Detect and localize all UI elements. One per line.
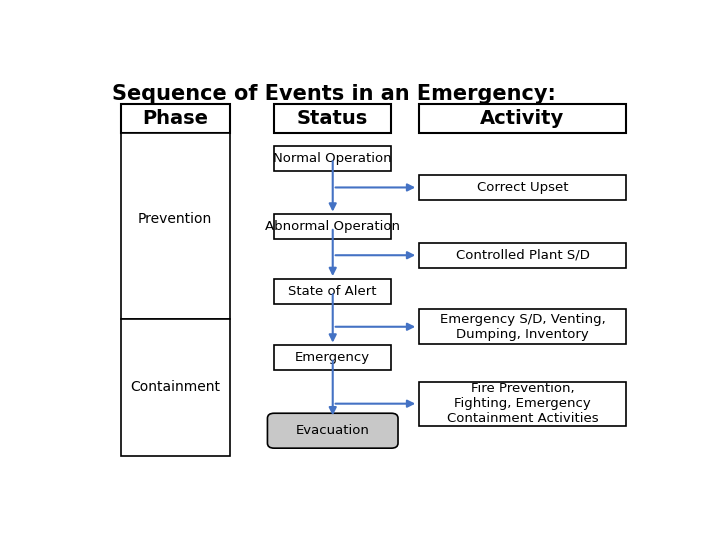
Text: Fire Prevention,
Fighting, Emergency
Containment Activities: Fire Prevention, Fighting, Emergency Con… — [446, 382, 598, 425]
Text: State of Alert: State of Alert — [289, 285, 377, 298]
FancyBboxPatch shape — [267, 413, 398, 448]
Text: Status: Status — [297, 110, 369, 129]
Text: Sequence of Events in an Emergency:: Sequence of Events in an Emergency: — [112, 84, 556, 104]
Text: Controlled Plant S/D: Controlled Plant S/D — [456, 249, 590, 262]
FancyBboxPatch shape — [419, 243, 626, 268]
FancyBboxPatch shape — [419, 175, 626, 200]
FancyBboxPatch shape — [419, 309, 626, 345]
Text: Emergency S/D, Venting,
Dumping, Inventory: Emergency S/D, Venting, Dumping, Invento… — [440, 313, 606, 341]
Text: Phase: Phase — [142, 110, 208, 129]
Text: Abnormal Operation: Abnormal Operation — [265, 220, 400, 233]
FancyBboxPatch shape — [274, 146, 392, 171]
FancyBboxPatch shape — [419, 382, 626, 426]
Text: Evacuation: Evacuation — [296, 424, 369, 437]
FancyBboxPatch shape — [274, 104, 392, 133]
FancyBboxPatch shape — [274, 214, 392, 239]
Text: Prevention: Prevention — [138, 212, 212, 226]
FancyBboxPatch shape — [121, 319, 230, 456]
Text: Emergency: Emergency — [295, 352, 370, 365]
FancyBboxPatch shape — [274, 346, 392, 370]
FancyBboxPatch shape — [274, 279, 392, 304]
FancyBboxPatch shape — [419, 104, 626, 133]
FancyBboxPatch shape — [121, 104, 230, 133]
FancyBboxPatch shape — [121, 133, 230, 319]
Text: Activity: Activity — [480, 110, 564, 129]
Text: Normal Operation: Normal Operation — [274, 152, 392, 165]
Text: Correct Upset: Correct Upset — [477, 181, 568, 194]
Text: Containment: Containment — [130, 381, 220, 394]
